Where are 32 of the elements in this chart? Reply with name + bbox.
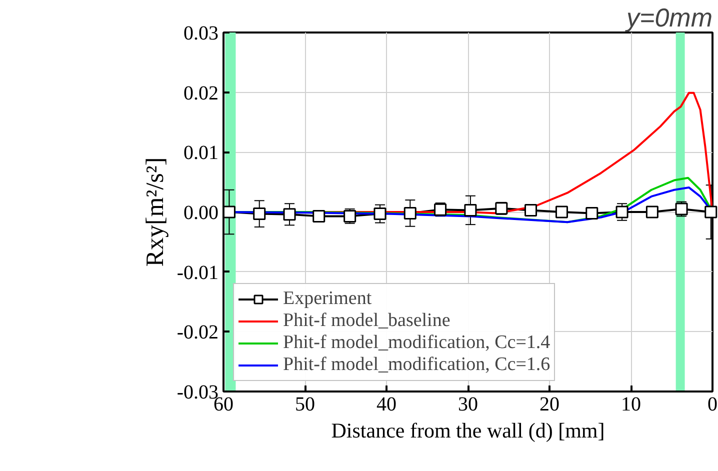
legend-label: Experiment xyxy=(283,288,372,310)
point xyxy=(616,206,628,218)
point xyxy=(374,208,386,220)
legend-label: Phit-f model_modification, Cc=1.4 xyxy=(283,332,550,354)
legend-label: Phit-f model_modification, Cc=1.6 xyxy=(283,354,550,376)
y-tick-label: 0.01 xyxy=(184,142,218,164)
x-tick-label: 30 xyxy=(458,394,478,416)
point xyxy=(253,208,266,220)
point xyxy=(524,204,538,216)
y-tick-label: 0.03 xyxy=(184,22,218,44)
point xyxy=(404,206,416,220)
point xyxy=(704,206,718,218)
x-tick-label: 50 xyxy=(295,394,315,416)
chart-title: y=0mm xyxy=(624,2,713,32)
y-axis-title: Rxy[m²/s²] xyxy=(142,157,169,267)
x-axis-title: Distance from the wall (d) [mm] xyxy=(331,418,605,442)
y-tick-label: 0.02 xyxy=(184,82,218,104)
x-tick-label: 40 xyxy=(376,394,396,416)
point xyxy=(586,206,598,220)
legend-label: Phit-f model_baseline xyxy=(283,310,450,332)
y-tick-label: -0.02 xyxy=(176,322,219,344)
point xyxy=(646,206,658,218)
x-tick-label: 10 xyxy=(621,394,641,416)
point xyxy=(312,210,326,222)
point xyxy=(283,208,296,221)
point xyxy=(222,206,236,218)
y-tick-label: -0.01 xyxy=(176,262,219,284)
x-tick-label: 20 xyxy=(540,394,560,416)
y-tick-label: 0.00 xyxy=(184,202,218,224)
x-tick-label: 0 xyxy=(708,394,718,416)
point xyxy=(464,204,477,216)
point xyxy=(555,206,568,218)
